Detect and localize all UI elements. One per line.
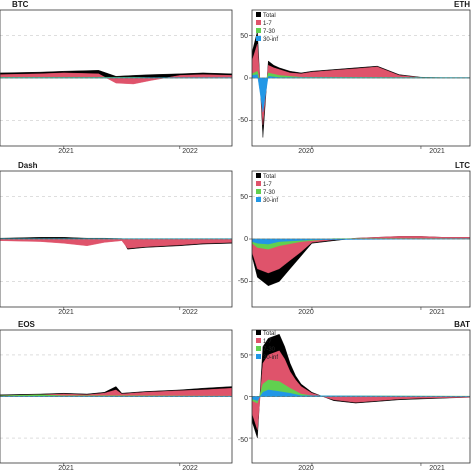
legend-label: 30-inf bbox=[263, 198, 278, 204]
y-tick-label: 50 bbox=[240, 33, 248, 40]
legend-label: Total bbox=[263, 174, 276, 180]
legend: Total 1-7 7-30 30-inf bbox=[256, 12, 278, 43]
chart-marks bbox=[249, 9, 471, 149]
panel-title: Dash bbox=[18, 161, 38, 170]
series-area-1-7 bbox=[0, 238, 232, 249]
legend-swatch-1-7 bbox=[256, 181, 261, 186]
legend: Total 1-7 7-30 30-inf bbox=[256, 330, 278, 361]
y-tick-label: -50 bbox=[238, 437, 248, 444]
panel-eth: ETH 50 0 -50 2020 2021 Total 1-7 7-30 30… bbox=[238, 0, 471, 155]
x-tick-label: 2021 bbox=[58, 465, 74, 472]
legend-swatch-7-30 bbox=[256, 346, 261, 351]
series-area-30-inf bbox=[252, 389, 470, 401]
legend-label: 30-inf bbox=[263, 37, 278, 43]
series-area-7-30 bbox=[252, 379, 470, 404]
legend-label: 7-30 bbox=[263, 190, 276, 196]
x-tick-label: 2020 bbox=[298, 309, 314, 316]
legend-label: 7-30 bbox=[263, 29, 276, 35]
y-tick-label: -50 bbox=[238, 278, 248, 285]
panel-title: EOS bbox=[18, 320, 36, 329]
y-tick-label: 0 bbox=[244, 236, 248, 243]
panel-ltc: LTC 50 0 -50 2020 2021 Total 1-7 7-30 30… bbox=[238, 161, 471, 316]
x-tick-label: 2021 bbox=[58, 309, 74, 316]
series-area-1-7 bbox=[0, 387, 232, 397]
series-area-1-7 bbox=[252, 350, 470, 430]
plot-frame bbox=[0, 170, 233, 308]
panel-btc: BTC 2021 2022 bbox=[0, 0, 233, 155]
series-area-7-30 bbox=[252, 70, 470, 92]
x-tick-label: 2020 bbox=[298, 148, 314, 155]
legend-label: 7-30 bbox=[263, 347, 276, 353]
y-tick-label: 0 bbox=[244, 75, 248, 82]
legend-label: 1-7 bbox=[263, 21, 272, 27]
legend-swatch-30-inf bbox=[256, 197, 261, 202]
series-areas bbox=[252, 31, 470, 138]
legend-swatch-total bbox=[256, 330, 261, 335]
legend-label: 1-7 bbox=[263, 182, 272, 188]
legend-swatch-30-inf bbox=[256, 36, 261, 41]
legend-swatch-7-30 bbox=[256, 28, 261, 33]
chart-marks bbox=[249, 170, 471, 310]
chart-marks bbox=[0, 329, 233, 466]
series-area-1-7 bbox=[0, 72, 232, 85]
x-tick-label: 2021 bbox=[429, 309, 445, 316]
chart-marks bbox=[0, 9, 233, 149]
series-area-1-7 bbox=[252, 43, 470, 125]
legend-swatch-1-7 bbox=[256, 20, 261, 25]
plot-frame bbox=[0, 329, 233, 464]
x-tick-label: 2020 bbox=[298, 465, 314, 472]
series-areas bbox=[252, 236, 470, 287]
y-tick-label: 50 bbox=[240, 353, 248, 360]
series-areas bbox=[0, 70, 232, 85]
legend-swatch-1-7 bbox=[256, 338, 261, 343]
chart-marks bbox=[249, 329, 471, 466]
series-area-total bbox=[252, 31, 470, 138]
series-area-7-30 bbox=[0, 394, 232, 397]
panel-dash: Dash 2021 2022 bbox=[0, 161, 233, 316]
legend-swatch-total bbox=[256, 12, 261, 17]
panel-eos: EOS 2021 2022 bbox=[0, 320, 233, 472]
x-tick-label: 2021 bbox=[429, 465, 445, 472]
legend-label: Total bbox=[263, 331, 276, 337]
x-tick-label: 2022 bbox=[182, 148, 198, 155]
panel-bat: BAT 50 0 -50 2020 2021 Total 1-7 7-30 30… bbox=[238, 320, 471, 472]
plot-frame bbox=[0, 9, 233, 147]
legend-label: 1-7 bbox=[263, 339, 272, 345]
chart-marks bbox=[0, 170, 233, 310]
legend-label: Total bbox=[263, 13, 276, 19]
series-areas bbox=[252, 333, 470, 439]
legend-swatch-7-30 bbox=[256, 189, 261, 194]
panel-title: BAT bbox=[454, 320, 470, 329]
panel-title: BTC bbox=[12, 0, 29, 9]
x-tick-label: 2021 bbox=[429, 148, 445, 155]
legend: Total 1-7 7-30 30-inf bbox=[256, 173, 278, 204]
x-tick-label: 2022 bbox=[182, 465, 198, 472]
series-area-30-inf bbox=[252, 74, 470, 113]
series-areas bbox=[0, 386, 232, 397]
x-tick-label: 2022 bbox=[182, 309, 198, 316]
x-tick-label: 2021 bbox=[58, 148, 74, 155]
legend-swatch-total bbox=[256, 173, 261, 178]
panel-title: ETH bbox=[454, 0, 470, 9]
panel-title: LTC bbox=[455, 161, 470, 170]
legend-swatch-30-inf bbox=[256, 354, 261, 359]
y-tick-label: 0 bbox=[244, 395, 248, 402]
series-area-30-inf bbox=[252, 238, 470, 245]
y-tick-label: -50 bbox=[238, 117, 248, 124]
y-tick-label: 50 bbox=[240, 194, 248, 201]
legend-label: 30-inf bbox=[263, 355, 278, 361]
